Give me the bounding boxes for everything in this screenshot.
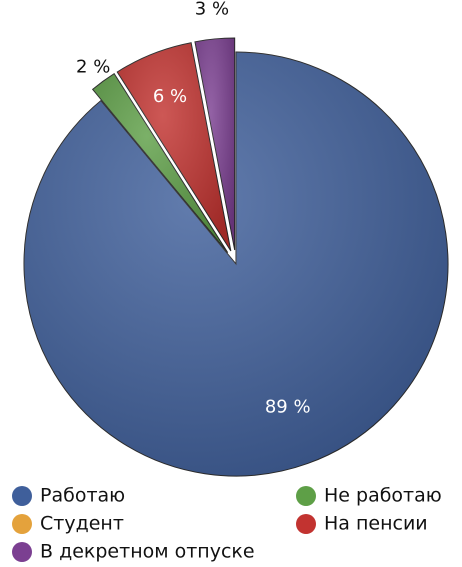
legend-label: Работаю	[40, 485, 125, 507]
legend-label: В декретном отпуске	[40, 541, 255, 563]
legend-swatch	[12, 486, 32, 506]
legend-swatch	[12, 542, 32, 562]
legend-swatch	[296, 514, 316, 534]
legend-swatch	[296, 486, 316, 506]
legend-swatch	[12, 514, 32, 534]
data-label: 89 %	[265, 397, 311, 418]
data-label: 3 %	[195, 0, 229, 19]
data-label: 6 %	[153, 86, 187, 107]
data-label: 2 %	[76, 56, 110, 77]
pie-slice	[23, 51, 449, 477]
legend-label: Не работаю	[324, 485, 442, 507]
legend-label: Студент	[40, 513, 124, 535]
legend-label: На пенсии	[324, 513, 428, 535]
